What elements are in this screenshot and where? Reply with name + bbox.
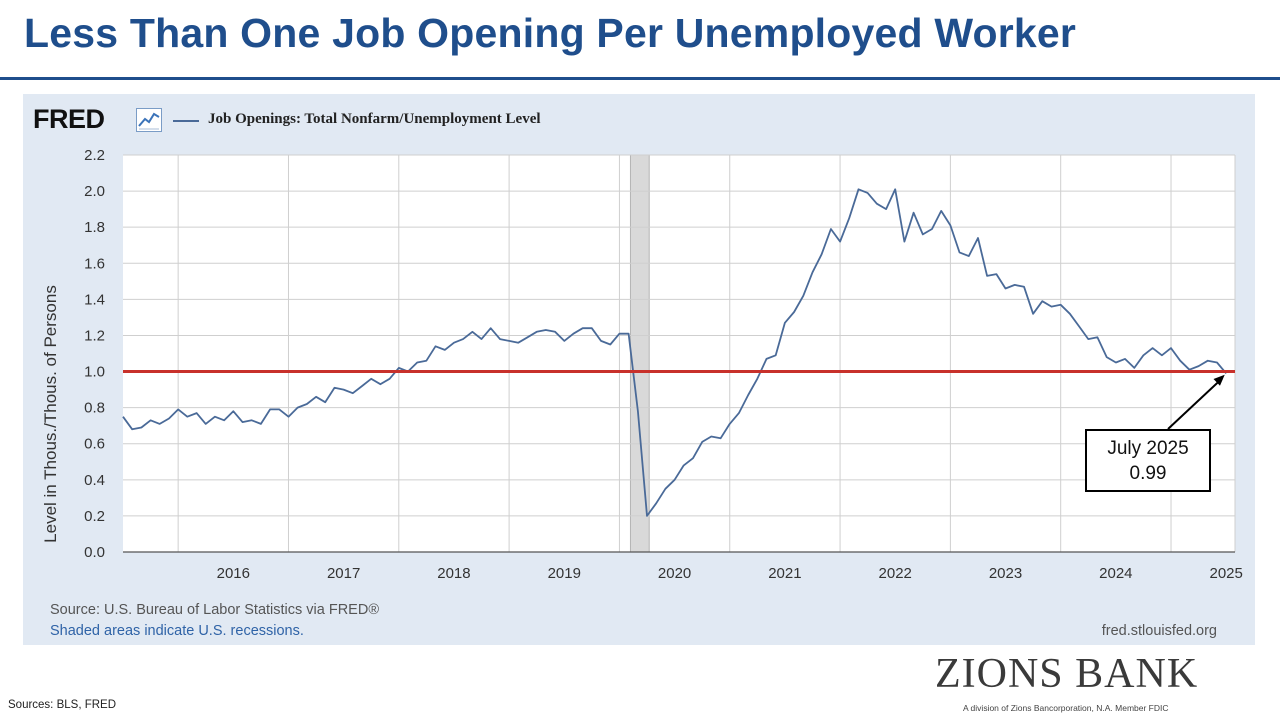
- y-tick-label: 0.0: [84, 544, 105, 561]
- y-tick-label: 1.4: [84, 291, 105, 308]
- x-tick-label: 2022: [879, 565, 912, 582]
- y-tick-label: 1.2: [84, 327, 105, 344]
- x-tick-label: 2025: [1209, 565, 1242, 582]
- legend-label: Job Openings: Total Nonfarm/Unemployment…: [208, 111, 541, 127]
- y-tick-label: 2.0: [84, 183, 105, 200]
- y-tick-label: 1.8: [84, 219, 105, 236]
- zions-bank-tagline: A division of Zions Bancorporation, N.A.…: [963, 703, 1169, 713]
- x-tick-label: 2023: [989, 565, 1022, 582]
- series-line: [122, 188, 1227, 517]
- title-divider: [0, 77, 1280, 80]
- x-tick-label: 2016: [217, 565, 250, 582]
- y-tick-label: 0.6: [84, 436, 105, 453]
- y-tick-label: 0.8: [84, 400, 105, 417]
- x-tick-label: 2017: [327, 565, 360, 582]
- y-tick-label: 1.0: [84, 364, 105, 381]
- callout-arrow-head: [1213, 374, 1225, 386]
- july-2025-callout: July 2025 0.99: [1085, 429, 1211, 492]
- source-text: Source: U.S. Bureau of Labor Statistics …: [50, 602, 380, 618]
- callout-date: July 2025: [1107, 438, 1189, 459]
- footer-sources: Sources: BLS, FRED: [8, 699, 117, 711]
- x-tick-label: 2021: [768, 565, 801, 582]
- y-tick-label: 1.6: [84, 255, 105, 272]
- line-chart-icon: [136, 108, 162, 132]
- callout-arrow-line: [1167, 377, 1223, 430]
- fred-logo[interactable]: FRED: [33, 104, 105, 134]
- fred-chart-panel: FRED Job Openings: Total Nonfarm/Unemplo…: [23, 94, 1255, 645]
- legend-swatch: [173, 120, 199, 122]
- x-tick-label: 2018: [437, 565, 470, 582]
- recession-note: Shaded areas indicate U.S. recessions.: [50, 623, 304, 639]
- x-tick-label: 2024: [1099, 565, 1132, 582]
- y-tick-label: 2.2: [84, 147, 105, 164]
- chart-plot: 0.0 0.2 0.4 0.6 0.8 1.0 1.2 1.4 1.6 1.8 2.0 2.2 2016…: [84, 147, 1243, 582]
- y-tick-label: 0.4: [84, 472, 105, 489]
- x-tick-label: 2020: [658, 565, 691, 582]
- slide-title: Less Than One Job Opening Per Unemployed…: [24, 10, 1077, 56]
- plot-background: [123, 155, 1235, 552]
- zions-bank-logo: ZIONS BANK: [935, 651, 1199, 697]
- callout-value: 0.99: [1129, 463, 1167, 484]
- y-tick-label: 0.2: [84, 508, 105, 525]
- fred-url-link[interactable]: fred.stlouisfed.org: [1101, 623, 1217, 639]
- x-tick-label: 2019: [548, 565, 581, 582]
- recession-shading: [629, 154, 650, 553]
